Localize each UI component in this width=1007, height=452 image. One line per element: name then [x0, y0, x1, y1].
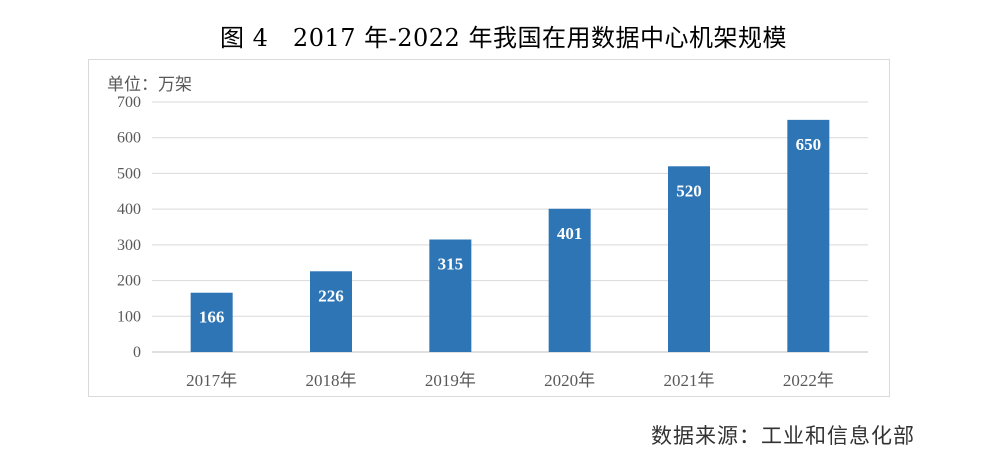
- x-tick-label: 2022年: [783, 371, 834, 390]
- chart-frame: [88, 59, 890, 397]
- data-label: 166: [199, 308, 225, 327]
- data-label: 315: [438, 255, 464, 274]
- x-tick-label: 2019年: [425, 371, 476, 390]
- chart-title: 图 4 2017 年-2022 年我国在用数据中心机架规模: [220, 24, 787, 52]
- data-label: 401: [557, 224, 583, 243]
- bar: [787, 119, 830, 352]
- y-tick-label: 400: [117, 201, 141, 218]
- x-tick-label: 2017年: [186, 371, 237, 390]
- x-tick-label: 2021年: [664, 371, 715, 390]
- y-tick-label: 500: [117, 165, 141, 182]
- bar: [668, 166, 710, 352]
- y-tick-label: 200: [117, 273, 141, 290]
- y-tick-label: 0: [133, 344, 141, 361]
- y-tick-label: 700: [117, 94, 141, 111]
- bar: [429, 239, 472, 352]
- data-label: 520: [676, 181, 702, 200]
- data-source: 数据来源：工业和信息化部: [651, 424, 915, 448]
- data-label: 650: [796, 135, 822, 154]
- bar: [310, 271, 352, 352]
- bar: [548, 208, 591, 352]
- y-tick-label: 100: [117, 308, 141, 325]
- y-tick-label: 300: [117, 237, 141, 254]
- x-tick-label: 2020年: [544, 371, 595, 390]
- data-label: 226: [318, 286, 344, 305]
- x-tick-label: 2018年: [306, 371, 357, 390]
- bar: [190, 292, 233, 352]
- unit-label: 单位：万架: [107, 75, 192, 95]
- y-tick-label: 600: [117, 130, 141, 147]
